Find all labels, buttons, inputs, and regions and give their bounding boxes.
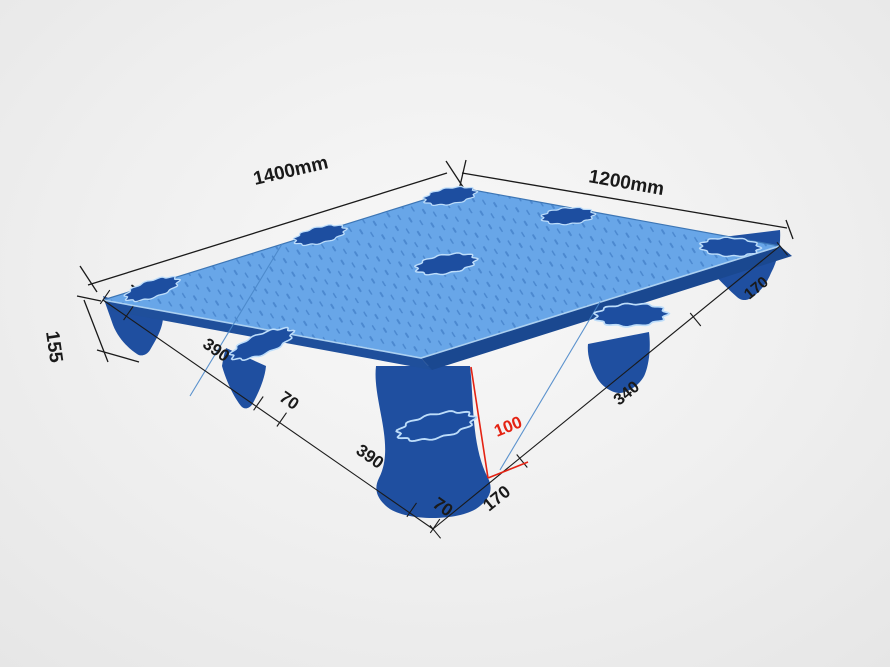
svg-text:70: 70 (276, 387, 302, 413)
svg-text:390: 390 (353, 440, 388, 473)
svg-text:1200mm: 1200mm (587, 166, 666, 200)
svg-text:1400mm: 1400mm (251, 152, 330, 190)
svg-text:155: 155 (41, 330, 66, 365)
